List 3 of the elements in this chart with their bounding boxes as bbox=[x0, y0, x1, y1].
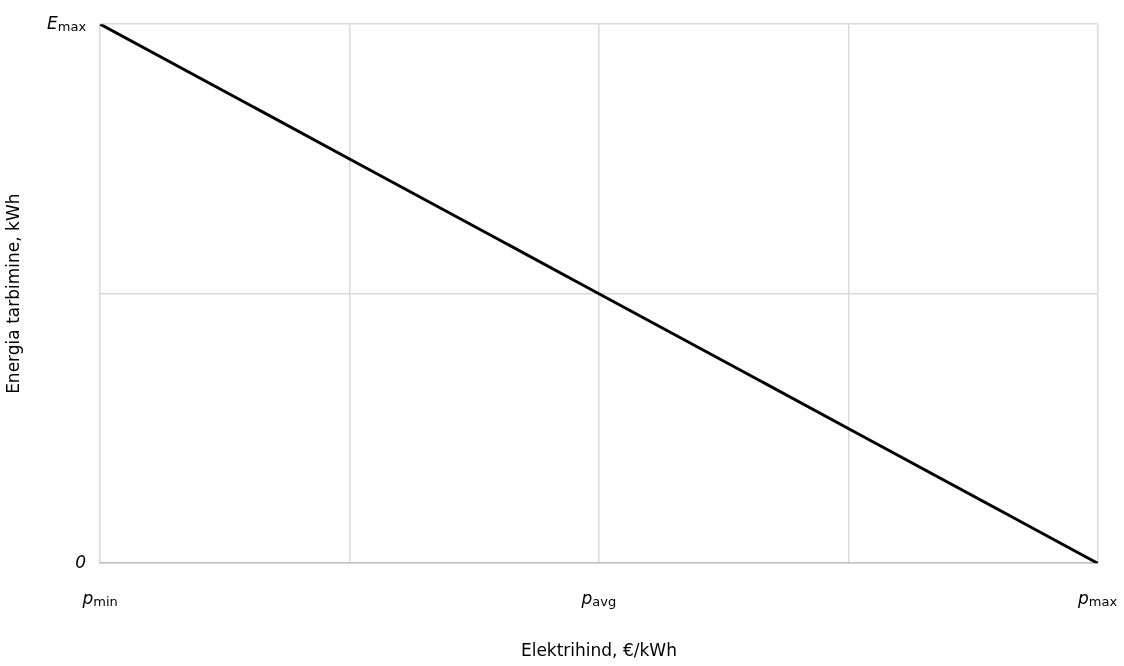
x-axis-title: Elektrihind, €/kWh bbox=[520, 640, 677, 661]
text: 0 bbox=[75, 551, 87, 572]
y-axis-title: Energia tarbimine, kWh bbox=[2, 193, 23, 394]
